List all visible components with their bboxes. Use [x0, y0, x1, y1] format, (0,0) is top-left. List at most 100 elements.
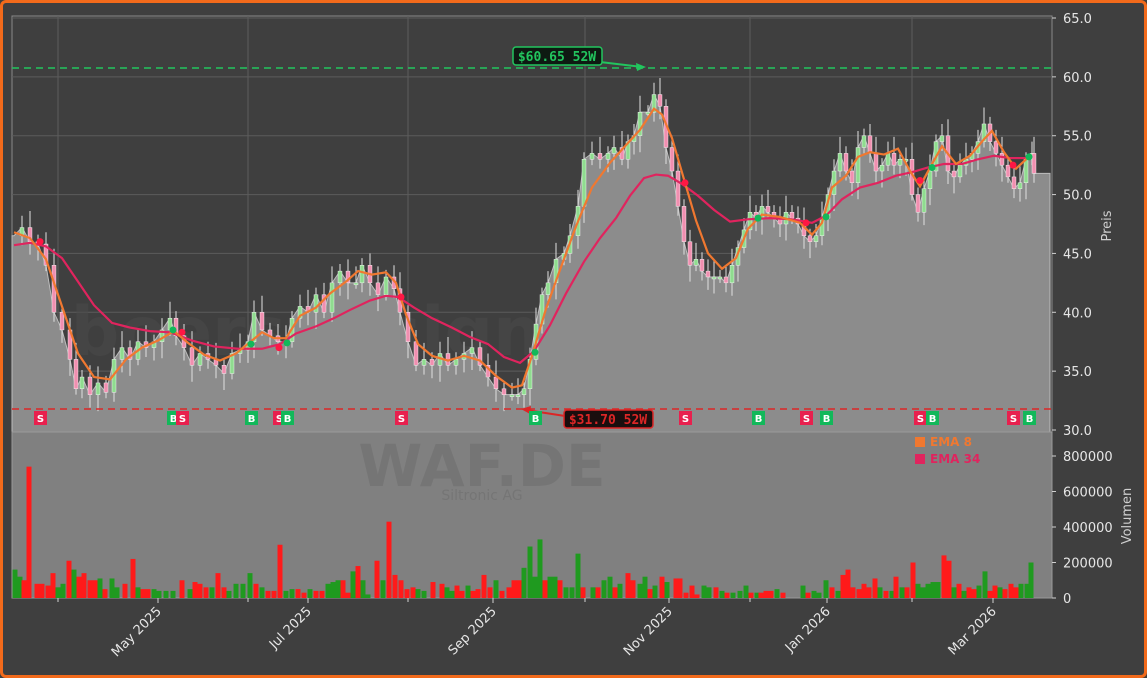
volume-bar	[976, 585, 982, 598]
volume-bar	[122, 583, 128, 598]
volume-bar	[277, 544, 283, 598]
volume-bar	[637, 583, 643, 598]
volume-bar	[730, 592, 736, 598]
candle-up	[469, 347, 475, 354]
signal-letter: S	[37, 414, 44, 425]
volume-bar	[1002, 589, 1008, 598]
volume-bar	[840, 574, 846, 598]
sell-dot	[36, 238, 44, 246]
signal-badge	[679, 411, 692, 425]
legend-swatch-ema34	[915, 454, 925, 464]
volume-bar	[12, 569, 18, 598]
signal-badge	[245, 411, 258, 425]
date-tick-label: May 2025	[109, 604, 165, 660]
price-tick-label: 45.0	[1063, 247, 1092, 262]
candle-down	[59, 312, 65, 331]
candle-up	[711, 276, 717, 280]
volume-bar	[664, 582, 670, 598]
volume-bar	[547, 576, 553, 598]
volume-bar	[253, 583, 259, 598]
volume-bar	[179, 580, 185, 598]
price-tick-label: 65.0	[1063, 12, 1092, 27]
volume-bar	[307, 589, 313, 598]
volume-bar	[140, 589, 146, 598]
candle-down	[765, 206, 771, 213]
volume-bar	[151, 589, 157, 598]
volume-bar	[439, 583, 445, 598]
volume-bar	[763, 590, 769, 598]
candle-up	[229, 353, 235, 374]
legend-label-ema34: EMA 34	[930, 452, 980, 466]
volume-bar	[899, 587, 905, 598]
volume-bar	[355, 566, 361, 598]
date-tick-label: Nov 2025	[621, 604, 676, 659]
high-label-box	[512, 46, 603, 66]
volume-bar	[145, 589, 151, 598]
candle-up	[119, 347, 125, 360]
volume-bar	[930, 582, 936, 598]
volume-bar	[156, 590, 162, 598]
volume-bar	[845, 569, 851, 598]
buy-signal: B	[281, 411, 294, 425]
volume-bar	[811, 590, 817, 598]
volume-bar	[465, 585, 471, 598]
price-tick-label: 30.0	[1063, 424, 1092, 439]
candle-up	[747, 212, 753, 231]
candle-up	[421, 359, 427, 366]
volume-bar	[683, 592, 689, 598]
volume-bar	[404, 589, 410, 598]
sell-dot	[916, 176, 924, 184]
volume-bar	[71, 569, 77, 598]
volume-bar	[642, 576, 648, 598]
volume-bar	[946, 560, 952, 598]
volume-bar	[713, 587, 719, 598]
candle-up	[545, 282, 551, 295]
candle-down	[681, 206, 687, 242]
signal-letter: B	[755, 414, 763, 425]
symbol-watermark: WAF.DE Siltronic AG	[358, 432, 605, 504]
volume-bar	[449, 590, 455, 598]
high-52w-annotation: $60.65 52W	[512, 46, 646, 71]
volume-bar	[992, 585, 998, 598]
signal-letter: B	[170, 414, 178, 425]
volume-bar	[92, 580, 98, 598]
signal-badge	[926, 411, 939, 425]
volume-axis: 800000 600000 400000 200000 0	[1052, 450, 1113, 607]
candle-down	[723, 276, 729, 284]
candle-down	[699, 259, 705, 272]
candle-down	[1031, 153, 1037, 174]
volume-bar	[313, 590, 319, 598]
volume-bar	[340, 580, 346, 598]
volume-bar	[941, 555, 947, 598]
volume-bar	[575, 553, 581, 598]
signal-letter: S	[803, 414, 810, 425]
candle-down	[807, 235, 813, 242]
volume-bar	[187, 589, 193, 598]
volume-bar	[215, 573, 221, 598]
volume-bar	[330, 582, 336, 598]
candle-up	[453, 359, 459, 366]
volume-bar	[470, 590, 476, 598]
volume-bar	[552, 576, 558, 598]
volume-bar	[866, 587, 872, 598]
volume-bar	[1013, 587, 1019, 598]
sell-dot	[802, 219, 810, 227]
candle-up	[353, 282, 359, 286]
volume-bar	[487, 587, 493, 598]
volume-bar	[226, 590, 232, 598]
volume-bar	[743, 585, 749, 598]
volume-bar	[617, 583, 623, 598]
candle-up	[337, 270, 343, 284]
candle-up	[729, 265, 735, 284]
volume-bar	[758, 592, 764, 598]
volume-bar	[659, 576, 665, 598]
candle-up	[939, 135, 945, 142]
volume-bar	[265, 590, 271, 598]
volume-tick-label: 200000	[1063, 557, 1113, 572]
volume-bar	[951, 587, 957, 598]
price-tick-label: 35.0	[1063, 365, 1092, 380]
candle-down	[705, 270, 711, 278]
volume-bar	[557, 580, 563, 598]
volume-bar	[856, 589, 862, 598]
volume-bar	[130, 558, 136, 598]
